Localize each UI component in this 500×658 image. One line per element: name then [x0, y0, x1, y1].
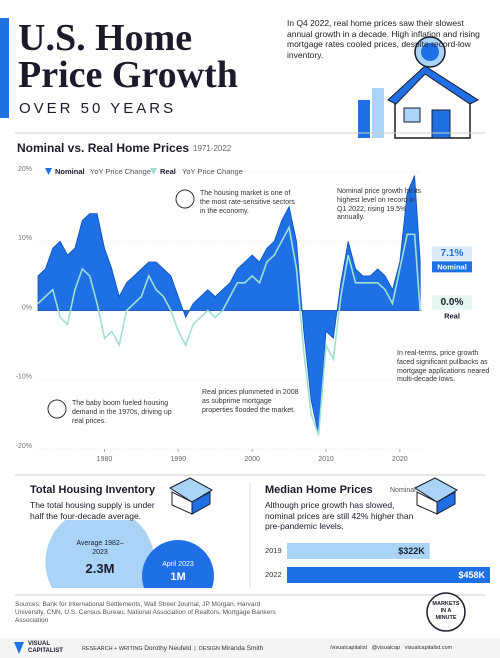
area: [37, 175, 421, 436]
footer-strip: [0, 638, 500, 658]
y-tick-label: 0%: [22, 304, 32, 311]
sources: Sources: Bank for International Settleme…: [15, 601, 276, 625]
end-label-box: [432, 246, 472, 261]
x-tick-label: 1990: [171, 456, 187, 463]
bar-value-label: $458K: [458, 570, 485, 580]
x-tick-label: 1980: [97, 456, 113, 463]
bubble: [45, 520, 155, 588]
social: /visualcapitalist: [330, 645, 367, 651]
badge-text: MARKETS: [432, 601, 460, 607]
y-tick-label: 20%: [18, 166, 32, 173]
section-subtitle: Nominal: [390, 487, 416, 494]
house-illustration: [358, 36, 480, 139]
annotation: The baby boom fueled housing demand in t…: [72, 400, 172, 425]
annotation: Real prices plummeted in 2008 as subprim…: [202, 389, 299, 414]
x-tick-label: 2000: [244, 456, 260, 463]
legend-suffix: YoY Price Change: [182, 167, 243, 176]
title-line: U.S. Home: [18, 17, 193, 59]
y-tick-label: -20%: [16, 443, 32, 450]
bubble: [142, 540, 214, 588]
bar-category: 2019: [265, 546, 282, 555]
bubble-category: April 2023: [162, 561, 194, 568]
annotation: In real-terms, price growth faced signif…: [397, 350, 490, 384]
legend-label: Real: [160, 167, 176, 176]
end-label: 7.1%: [441, 248, 464, 259]
y-tick-label: 10%: [18, 235, 32, 242]
annotation: Nominal price growth hit its highest lev…: [337, 188, 422, 222]
x-tick-label: 2010: [318, 456, 334, 463]
legend-label: Nominal: [55, 167, 85, 176]
title-line: Price Growth: [18, 54, 238, 96]
bubble-value: 1M: [170, 571, 186, 583]
brand: VISUAL: [28, 641, 51, 647]
end-name: Nominal: [437, 262, 467, 271]
annotation: The housing market is one of the most ra…: [200, 190, 295, 215]
price-house-icon: [413, 477, 459, 515]
brand: CAPITALIST: [28, 647, 63, 654]
legend-swatch: [45, 168, 52, 175]
x-tick-label: 2020: [392, 456, 408, 463]
icon: [47, 399, 67, 419]
bubbles: [45, 520, 214, 588]
section-text: The total housing supply is under half t…: [30, 500, 155, 521]
section-title: Median Home Prices: [265, 484, 373, 496]
social: @visualcap: [371, 645, 401, 651]
icon: [175, 189, 195, 209]
legend-swatch: [150, 168, 157, 175]
badge-text: IN A: [440, 608, 452, 614]
credit-label: DESIGN: [198, 646, 220, 652]
end-label-box: [432, 295, 472, 310]
end-name: Real: [444, 311, 460, 320]
bar-category: 2022: [265, 570, 282, 579]
section-title: Total Housing Inventory: [30, 484, 156, 496]
bar: [287, 567, 490, 583]
accent-bar: [0, 18, 9, 118]
credit-name: Dorothy Neufeld: [144, 645, 192, 652]
chart-subtitle: 1971-2022: [193, 144, 232, 153]
bubble-category: Average 1982–2023: [76, 540, 124, 556]
social: visualcapitalist.com: [404, 645, 453, 651]
credit-name: Miranda Smith: [221, 645, 264, 652]
subtitle: OVER 50 YEARS: [19, 100, 177, 117]
y-tick-label: -10%: [16, 374, 32, 381]
inventory-house-icon: [168, 477, 214, 515]
bar-value-label: $322K: [398, 546, 425, 556]
bubble-value: 2.3M: [85, 561, 115, 576]
bar: [287, 543, 430, 559]
end-label: 0.0%: [441, 297, 464, 308]
badge-text: MINUTE: [435, 615, 457, 621]
intro: In Q4 2022, real home prices saw their s…: [287, 18, 480, 60]
chart-title: Nominal vs. Real Home Prices: [17, 141, 190, 155]
line: [37, 224, 421, 436]
credit-label: RESEARCH + WRITING: [82, 646, 143, 652]
end-name-box: [432, 261, 472, 273]
brand-logo: [14, 642, 24, 654]
badge: [426, 592, 466, 632]
legend-suffix: YoY Price Change: [90, 167, 151, 176]
section-text: Although price growth has slowed, nomina…: [265, 500, 414, 532]
